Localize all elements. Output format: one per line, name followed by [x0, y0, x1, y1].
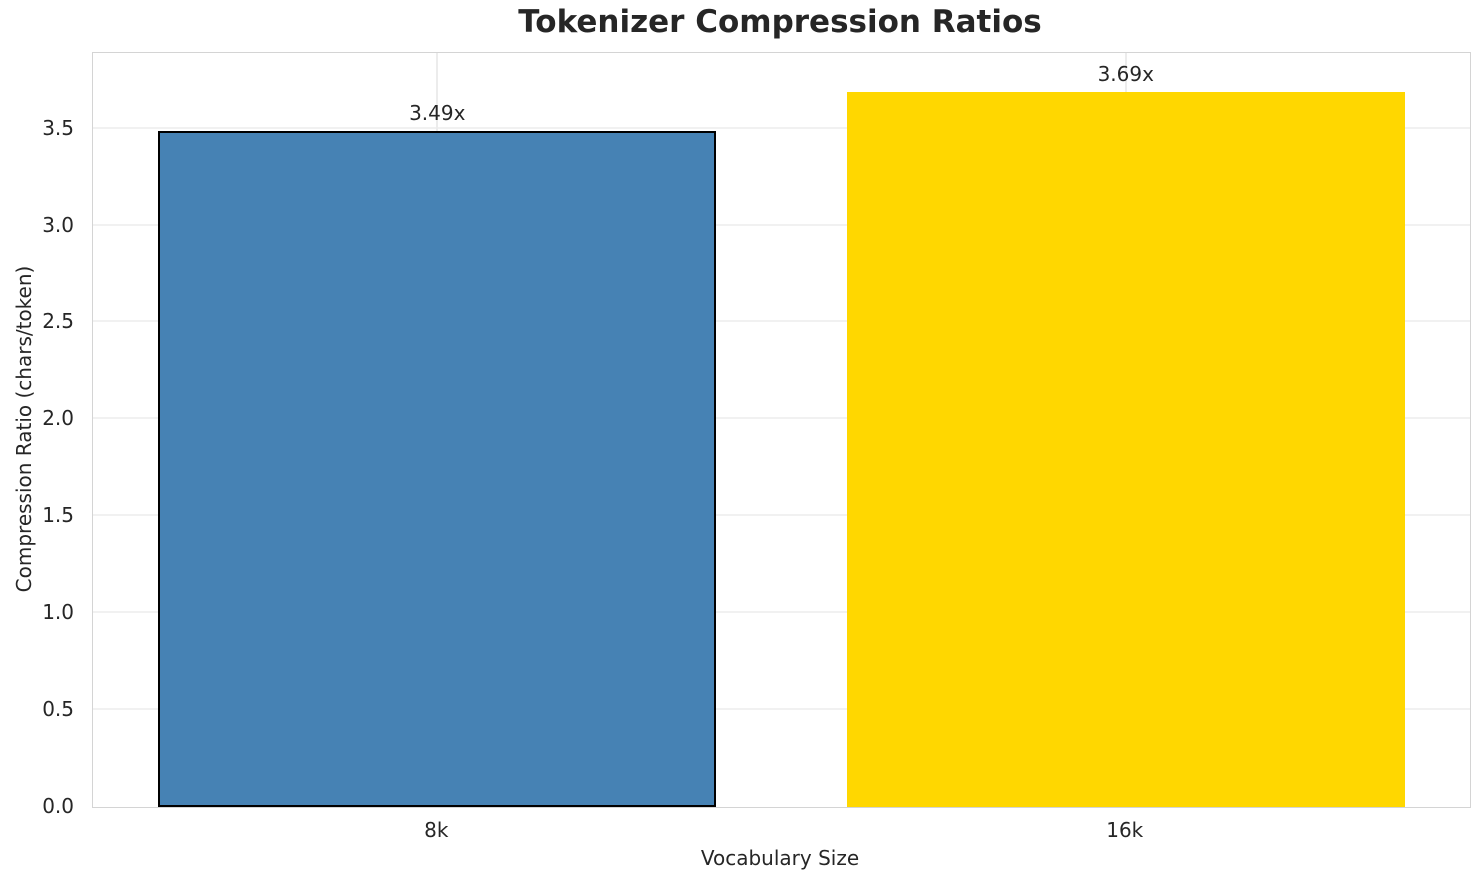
- y-tick-label: 0.0: [42, 794, 74, 818]
- y-axis-ticks: 0.0 0.5 1.0 1.5 2.0 2.5 3.0 3.5: [0, 52, 82, 818]
- y-tick-label: 1.5: [42, 503, 74, 528]
- bar-value-label: 3.49x: [409, 100, 466, 125]
- bar-8k: [158, 130, 717, 807]
- plot-area: 3.49x 3.69x: [92, 52, 1471, 808]
- y-tick-label: 2.0: [42, 406, 74, 431]
- chart-title: Tokenizer Compression Ratios: [518, 4, 1042, 40]
- x-axis-label: Vocabulary Size: [700, 846, 860, 870]
- gridline-horizontal: [93, 320, 1470, 323]
- y-tick-label: 0.5: [42, 697, 74, 722]
- x-tick-label-16k: 16k: [1106, 818, 1144, 842]
- y-tick-label: 3.0: [42, 212, 74, 237]
- bar-value-label: 3.69x: [1097, 61, 1154, 86]
- gridline-horizontal: [93, 611, 1470, 614]
- y-axis-label: Compression Ratio (chars/token): [12, 265, 36, 593]
- gridline-horizontal: [93, 223, 1470, 226]
- y-tick-label: 3.5: [42, 115, 74, 140]
- gridline-horizontal: [93, 126, 1470, 129]
- y-tick-label: 1.0: [42, 600, 74, 625]
- bar-16k: [846, 91, 1405, 807]
- y-tick-label: 2.5: [42, 309, 74, 334]
- x-tick-label-8k: 8k: [424, 818, 449, 842]
- gridline-horizontal: [93, 417, 1470, 420]
- gridline-horizontal: [93, 708, 1470, 711]
- gridline-horizontal: [93, 514, 1470, 517]
- x-axis-ticks: 8k 16k: [92, 806, 1469, 846]
